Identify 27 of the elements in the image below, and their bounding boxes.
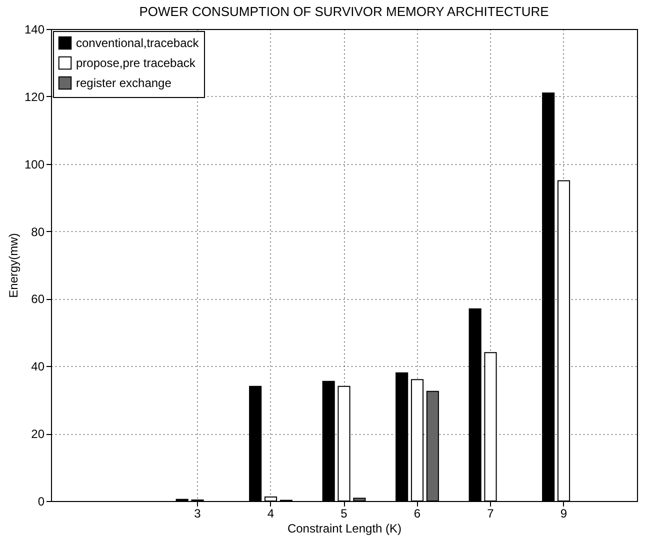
bar <box>468 308 482 502</box>
y-tick-label: 120 <box>24 90 45 104</box>
legend-label: conventional,traceback <box>76 36 200 50</box>
bar <box>426 390 439 502</box>
x-tick-label: 4 <box>267 506 274 520</box>
bar <box>249 386 262 502</box>
x-tick-label: 9 <box>560 506 568 520</box>
legend-label: propose,pre traceback <box>76 56 196 70</box>
y-tick-label: 80 <box>31 224 45 239</box>
bar <box>353 498 366 502</box>
chart-title: POWER CONSUMPTION OF SURVIVOR MEMORY ARCHITECTURE <box>139 4 550 19</box>
x-tick-label: 6 <box>414 506 421 520</box>
y-tick-label: 140 <box>24 22 45 36</box>
y-axis-title: Energy(mw) <box>6 233 20 298</box>
y-tick-label: 20 <box>31 427 45 442</box>
bar <box>542 92 555 502</box>
x-tick-label: 7 <box>487 506 494 520</box>
y-tick-label: 60 <box>31 292 45 306</box>
x-tick-label: 5 <box>340 506 348 520</box>
bar <box>396 372 408 502</box>
bar <box>322 380 335 502</box>
y-tick-label: 100 <box>24 157 45 172</box>
x-axis-title: Constraint Length (K) <box>287 522 402 536</box>
x-tick-label: 3 <box>194 506 202 520</box>
legend-label: register exchange <box>76 76 172 90</box>
y-tick-label: 40 <box>31 360 45 374</box>
y-tick-label: 0 <box>38 494 45 508</box>
